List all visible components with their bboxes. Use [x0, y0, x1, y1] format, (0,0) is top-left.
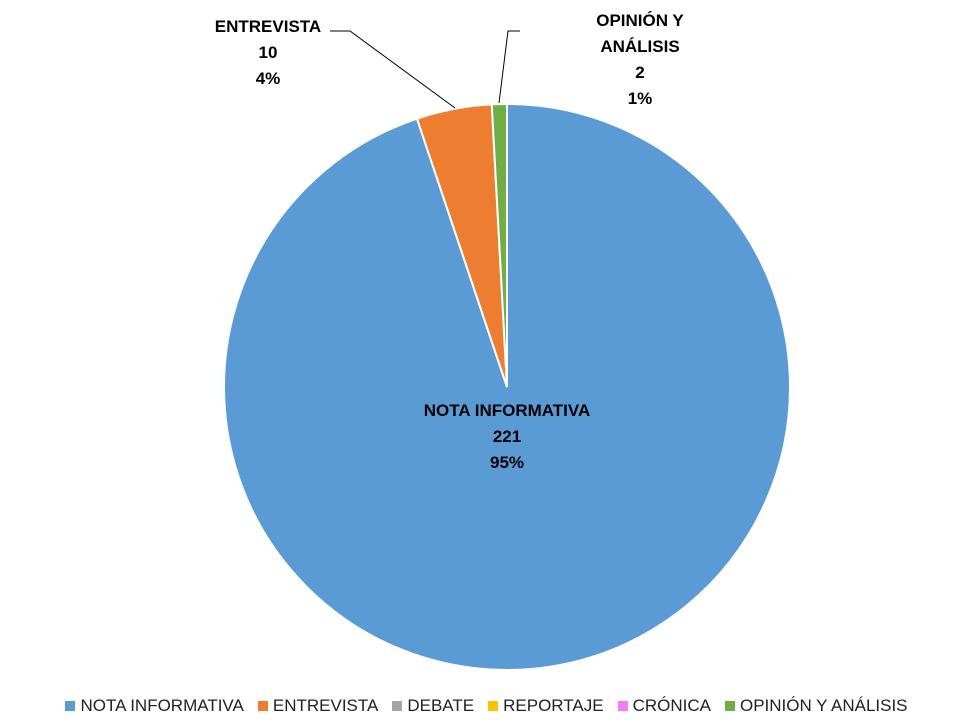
legend-label: OPINIÓN Y ANÁLISIS	[739, 696, 908, 715]
legend-label: DEBATE	[407, 696, 475, 715]
leader-line	[498, 30, 520, 104]
legend-swatch	[617, 701, 628, 711]
label-category: OPINIÓN Y ANÁLISIS	[596, 11, 684, 56]
data-label: NOTA INFORMATIVA 221 95%	[422, 398, 592, 476]
legend-item: OPINIÓN Y ANÁLISIS	[724, 696, 908, 716]
pie-slice	[490, 102, 508, 388]
label-category: NOTA INFORMATIVA	[423, 401, 591, 420]
data-label: ENTREVISTA 10 4%	[183, 14, 353, 92]
legend-item: NOTA INFORMATIVA	[65, 696, 244, 716]
legend-swatch	[392, 701, 403, 711]
data-label: OPINIÓN Y ANÁLISIS 2 1%	[555, 8, 725, 112]
legend-label: CRÓNICA	[632, 696, 711, 715]
label-percent: 1%	[627, 89, 653, 108]
label-value: 2	[635, 63, 645, 82]
legend-swatch	[724, 701, 735, 711]
label-value: 221	[492, 427, 522, 446]
label-value: 10	[258, 43, 278, 62]
legend-swatch	[488, 701, 499, 711]
label-category: ENTREVISTA	[214, 17, 322, 36]
legend-label: ENTREVISTA	[272, 696, 379, 715]
legend-item: CRÓNICA	[617, 696, 711, 716]
legend-swatch	[65, 701, 76, 711]
leader-line	[330, 30, 456, 109]
legend-label: REPORTAJE	[503, 696, 604, 715]
label-percent: 95%	[489, 453, 525, 472]
legend-item: REPORTAJE	[488, 696, 604, 716]
legend-item: ENTREVISTA	[257, 696, 379, 716]
legend-swatch	[257, 701, 268, 711]
legend-item: DEBATE	[392, 696, 474, 716]
label-percent: 4%	[255, 69, 281, 88]
legend-label: NOTA INFORMATIVA	[80, 696, 244, 715]
legend: NOTA INFORMATIVA ENTREVISTA DEBATE REPORTAJ…	[0, 696, 973, 716]
